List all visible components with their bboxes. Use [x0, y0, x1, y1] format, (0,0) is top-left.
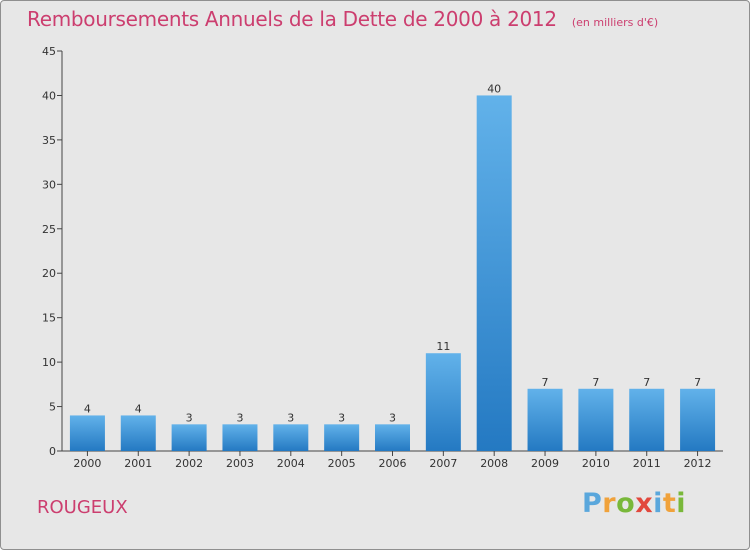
data-label: 7	[542, 376, 549, 389]
bar	[222, 424, 258, 451]
x-tick-label: 2005	[328, 457, 356, 470]
y-axis: 0 5 10 15 20 25 30 35 40 45	[42, 45, 63, 458]
x-tick-label: 2000	[73, 457, 101, 470]
chart-title: Remboursements Annuels de la Dette de 20…	[27, 7, 557, 31]
data-label: 11	[436, 340, 450, 353]
x-tick-label: 2001	[124, 457, 152, 470]
x-tick-label: 2007	[429, 457, 457, 470]
data-labels-group: 4 4 3 3 3 3 3 11 40 7 7 7 7	[84, 82, 701, 424]
x-tick-label: 2008	[480, 457, 508, 470]
bar	[476, 95, 512, 451]
bar	[324, 424, 360, 451]
y-tick-label: 25	[42, 223, 56, 236]
y-tick-label: 30	[42, 178, 56, 191]
logo-letter: i	[676, 488, 687, 519]
y-tick-label: 5	[49, 401, 56, 414]
y-tick-label: 15	[42, 312, 56, 325]
bar	[578, 388, 614, 451]
bars-group	[69, 95, 716, 451]
y-tick-label: 0	[49, 445, 56, 458]
bar	[120, 415, 156, 451]
x-axis: 2000 2001 2002 2003 2004 2005 2006 2007 2008 2009…	[62, 450, 723, 470]
data-label: 3	[338, 411, 345, 424]
data-label: 3	[287, 411, 294, 424]
bar	[375, 424, 410, 451]
bar	[273, 424, 309, 451]
bar	[69, 415, 105, 451]
y-tick-label: 45	[42, 45, 56, 58]
y-tick-label: 10	[42, 356, 56, 369]
bar	[527, 388, 563, 451]
x-tick-label: 2003	[226, 457, 254, 470]
x-tick-label: 2010	[582, 457, 610, 470]
x-tick-label: 2009	[531, 457, 559, 470]
data-label: 4	[84, 402, 91, 415]
commune-name: ROUGEUX	[37, 497, 128, 518]
logo-letter: t	[662, 488, 677, 519]
x-tick-label: 2012	[684, 457, 712, 470]
y-tick-label: 20	[42, 267, 56, 280]
data-label: 40	[487, 82, 501, 95]
bar	[425, 353, 461, 451]
y-tick-label: 40	[42, 89, 56, 102]
data-label: 7	[694, 376, 701, 389]
data-label: 3	[236, 411, 243, 424]
x-tick-label: 2006	[379, 457, 407, 470]
data-label: 7	[592, 376, 599, 389]
bar	[171, 424, 207, 451]
data-label: 4	[135, 402, 142, 415]
proxiti-logo: Proxiti	[582, 488, 686, 519]
x-tick-label: 2011	[633, 457, 661, 470]
data-label: 7	[643, 376, 650, 389]
y-tick-label: 35	[42, 134, 56, 147]
data-label: 3	[186, 411, 193, 424]
logo-letter: x	[635, 488, 654, 519]
logo-letter: o	[616, 488, 636, 519]
logo-letter: P	[582, 488, 603, 519]
x-tick-label: 2004	[277, 457, 305, 470]
logo-letter: r	[602, 488, 617, 519]
chart-unit-subtitle: (en milliers d'€)	[571, 16, 659, 29]
bar	[680, 388, 716, 451]
bar	[629, 388, 665, 451]
data-label: 3	[389, 411, 396, 424]
logo-letter: i	[653, 488, 663, 519]
x-tick-label: 2002	[175, 457, 203, 470]
chart-title-block: Remboursements Annuels de la Dette de 20…	[27, 7, 658, 31]
